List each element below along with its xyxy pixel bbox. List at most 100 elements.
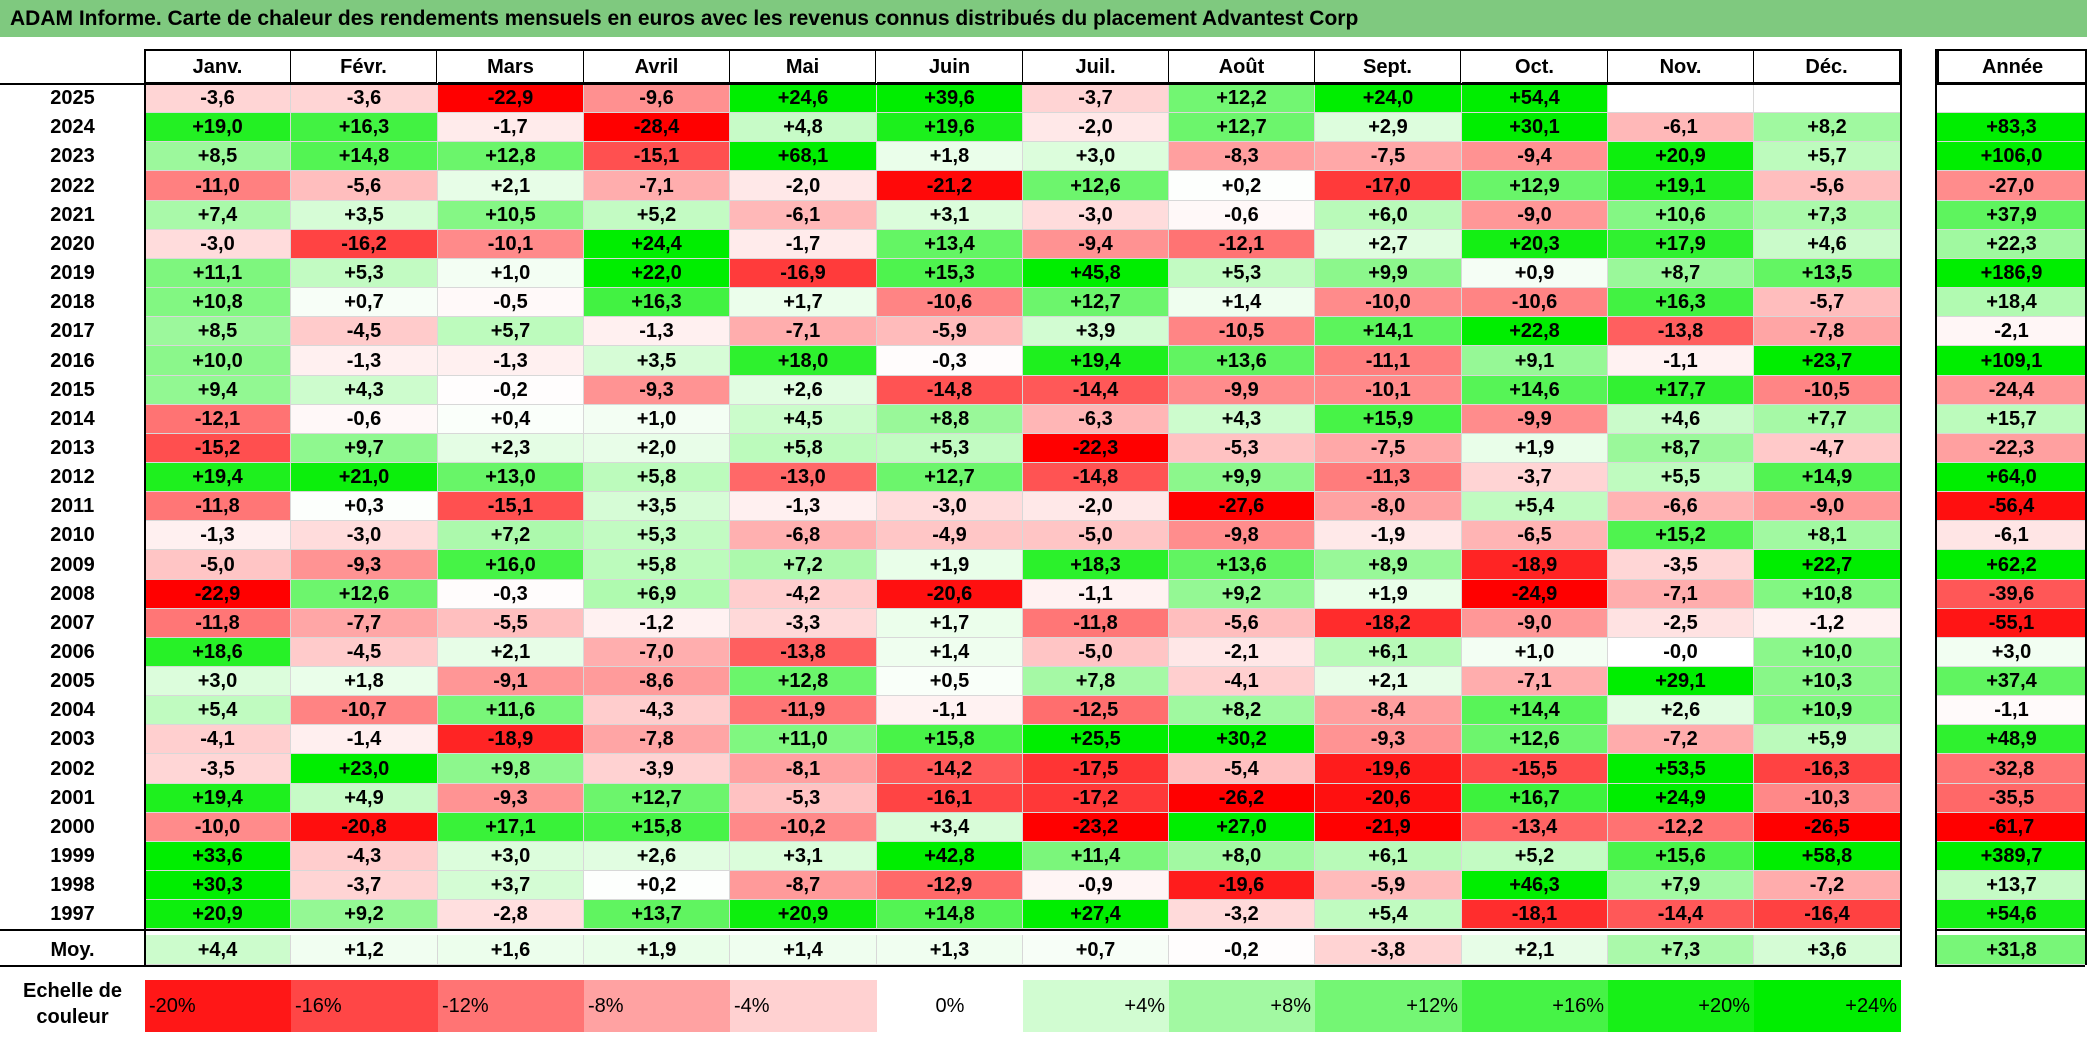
heatmap-cell: +9,2 [1169, 580, 1315, 609]
heatmap-cell: +14,8 [877, 900, 1023, 929]
heatmap-cell: +13,6 [1169, 550, 1315, 580]
heatmap-cell: -24,9 [1462, 580, 1608, 609]
heatmap-cell: +14,8 [291, 142, 438, 171]
heatmap-cell: -5,3 [730, 784, 877, 813]
heatmap-cell: +8,7 [1608, 434, 1754, 463]
annual-cell: +389,7 [1937, 842, 2087, 871]
heatmap-cell: -28,4 [584, 113, 730, 142]
heatmap-cell: +15,2 [1608, 521, 1754, 550]
annual-cell: -22,3 [1937, 434, 2087, 463]
heatmap-cell: +10,3 [1754, 667, 1901, 696]
heatmap-cell: +10,8 [1754, 580, 1901, 609]
heatmap-cell: -1,4 [291, 725, 438, 754]
heatmap-cell: -10,1 [1315, 376, 1462, 405]
heatmap-cell: -13,0 [730, 463, 877, 492]
heatmap-cell: +12,2 [1169, 84, 1315, 113]
heatmap-cell: -7,8 [1754, 317, 1901, 346]
heatmap-cell: +30,1 [1462, 113, 1608, 142]
heatmap-cell: -26,2 [1169, 784, 1315, 813]
heatmap-cell: +21,0 [291, 463, 438, 492]
heatmap-cell: +4,5 [730, 405, 877, 434]
heatmap-cell: +13,4 [877, 230, 1023, 259]
heatmap-cell: +2,1 [438, 638, 584, 667]
heatmap-cell: +7,7 [1754, 405, 1901, 434]
heatmap-cell: -4,9 [877, 521, 1023, 550]
heatmap-cell: +5,3 [877, 434, 1023, 463]
grid-line [144, 49, 146, 965]
year-label: 1998 [50, 874, 95, 896]
annual-cell: +37,9 [1937, 201, 2087, 230]
average-cell: +2,1 [1462, 935, 1608, 965]
heatmap-cell: +0,2 [1169, 171, 1315, 201]
color-scale-step: +20% [1608, 980, 1754, 1032]
heatmap-cell: -0,6 [291, 405, 438, 434]
grid-line [144, 49, 1900, 51]
heatmap-cell: -12,9 [877, 871, 1023, 900]
heatmap-cell: +15,6 [1608, 842, 1754, 871]
year-label: 2005 [50, 670, 95, 692]
heatmap-cell: +5,3 [1169, 259, 1315, 288]
annual-cell: -6,1 [1937, 521, 2087, 550]
heatmap-cell: +8,2 [1169, 696, 1315, 725]
heatmap-cell: +4,3 [1169, 405, 1315, 434]
grid-line [2085, 49, 2087, 965]
heatmap-cell: +11,1 [145, 259, 291, 288]
heatmap-cell: -5,7 [1754, 288, 1901, 317]
annual-cell: -56,4 [1937, 492, 2087, 521]
heatmap-cell: +9,1 [1462, 346, 1608, 376]
year-label: 2017 [50, 320, 95, 342]
heatmap-cell: +12,6 [291, 580, 438, 609]
heatmap-cell: +5,3 [584, 521, 730, 550]
grid-line [1900, 49, 1902, 965]
heatmap-cell: +6,1 [1315, 638, 1462, 667]
year-label: 2022 [50, 175, 95, 197]
annual-cell: -35,5 [1937, 784, 2087, 813]
heatmap-cell: -26,5 [1754, 813, 1901, 842]
heatmap-cell: -15,5 [1462, 754, 1608, 784]
heatmap-cell: -4,1 [145, 725, 291, 754]
heatmap-cell: -8,1 [730, 754, 877, 784]
month-header: Févr. [291, 49, 437, 83]
annual-cell: -39,6 [1937, 580, 2087, 609]
heatmap-cell: -16,1 [877, 784, 1023, 813]
annual-cell: +3,0 [1937, 638, 2087, 667]
heatmap-cell: +5,7 [1754, 142, 1901, 171]
heatmap-cell: +0,3 [291, 492, 438, 521]
heatmap-cell: +2,1 [1315, 667, 1462, 696]
heatmap-cell: +53,5 [1608, 754, 1754, 784]
heatmap-cell: -16,4 [1754, 900, 1901, 929]
year-label: 2002 [50, 758, 95, 780]
heatmap-cell: -6,1 [730, 201, 877, 230]
heatmap-cell: +1,0 [438, 259, 584, 288]
heatmap-cell: -5,4 [1169, 754, 1315, 784]
heatmap-cell: +12,8 [438, 142, 584, 171]
heatmap-cell: -17,2 [1023, 784, 1169, 813]
heatmap-cell: +18,0 [730, 346, 877, 376]
heatmap-cell: -11,9 [730, 696, 877, 725]
heatmap-cell: -5,0 [1023, 521, 1169, 550]
heatmap-cell: -15,2 [145, 434, 291, 463]
heatmap-cell: +2,9 [1315, 113, 1462, 142]
color-scale-label: Echelle de couleur [23, 980, 122, 1028]
heatmap-cell: +8,7 [1608, 259, 1754, 288]
heatmap-cell: -10,1 [438, 230, 584, 259]
heatmap-cell: +16,3 [291, 113, 438, 142]
year-label: 2025 [50, 87, 95, 109]
heatmap-cell: -3,7 [291, 871, 438, 900]
heatmap-cell: +5,2 [1462, 842, 1608, 871]
year-label: 1997 [50, 903, 95, 925]
grid-line [1935, 965, 2085, 967]
heatmap-cell: -11,3 [1315, 463, 1462, 492]
heatmap-cell: -1,3 [438, 346, 584, 376]
heatmap-cell: +8,0 [1169, 842, 1315, 871]
heatmap-cell: +2,6 [1608, 696, 1754, 725]
heatmap-cell: +1,8 [291, 667, 438, 696]
annual-cell: -1,1 [1937, 696, 2087, 725]
heatmap-cell: +12,8 [730, 667, 877, 696]
heatmap-cell: -4,5 [291, 638, 438, 667]
heatmap-cell: -1,1 [1608, 346, 1754, 376]
heatmap-cell: -5,0 [1023, 638, 1169, 667]
heatmap-cell: +12,7 [1023, 288, 1169, 317]
heatmap-cell: +17,9 [1608, 230, 1754, 259]
heatmap-cell: -2,1 [1169, 638, 1315, 667]
